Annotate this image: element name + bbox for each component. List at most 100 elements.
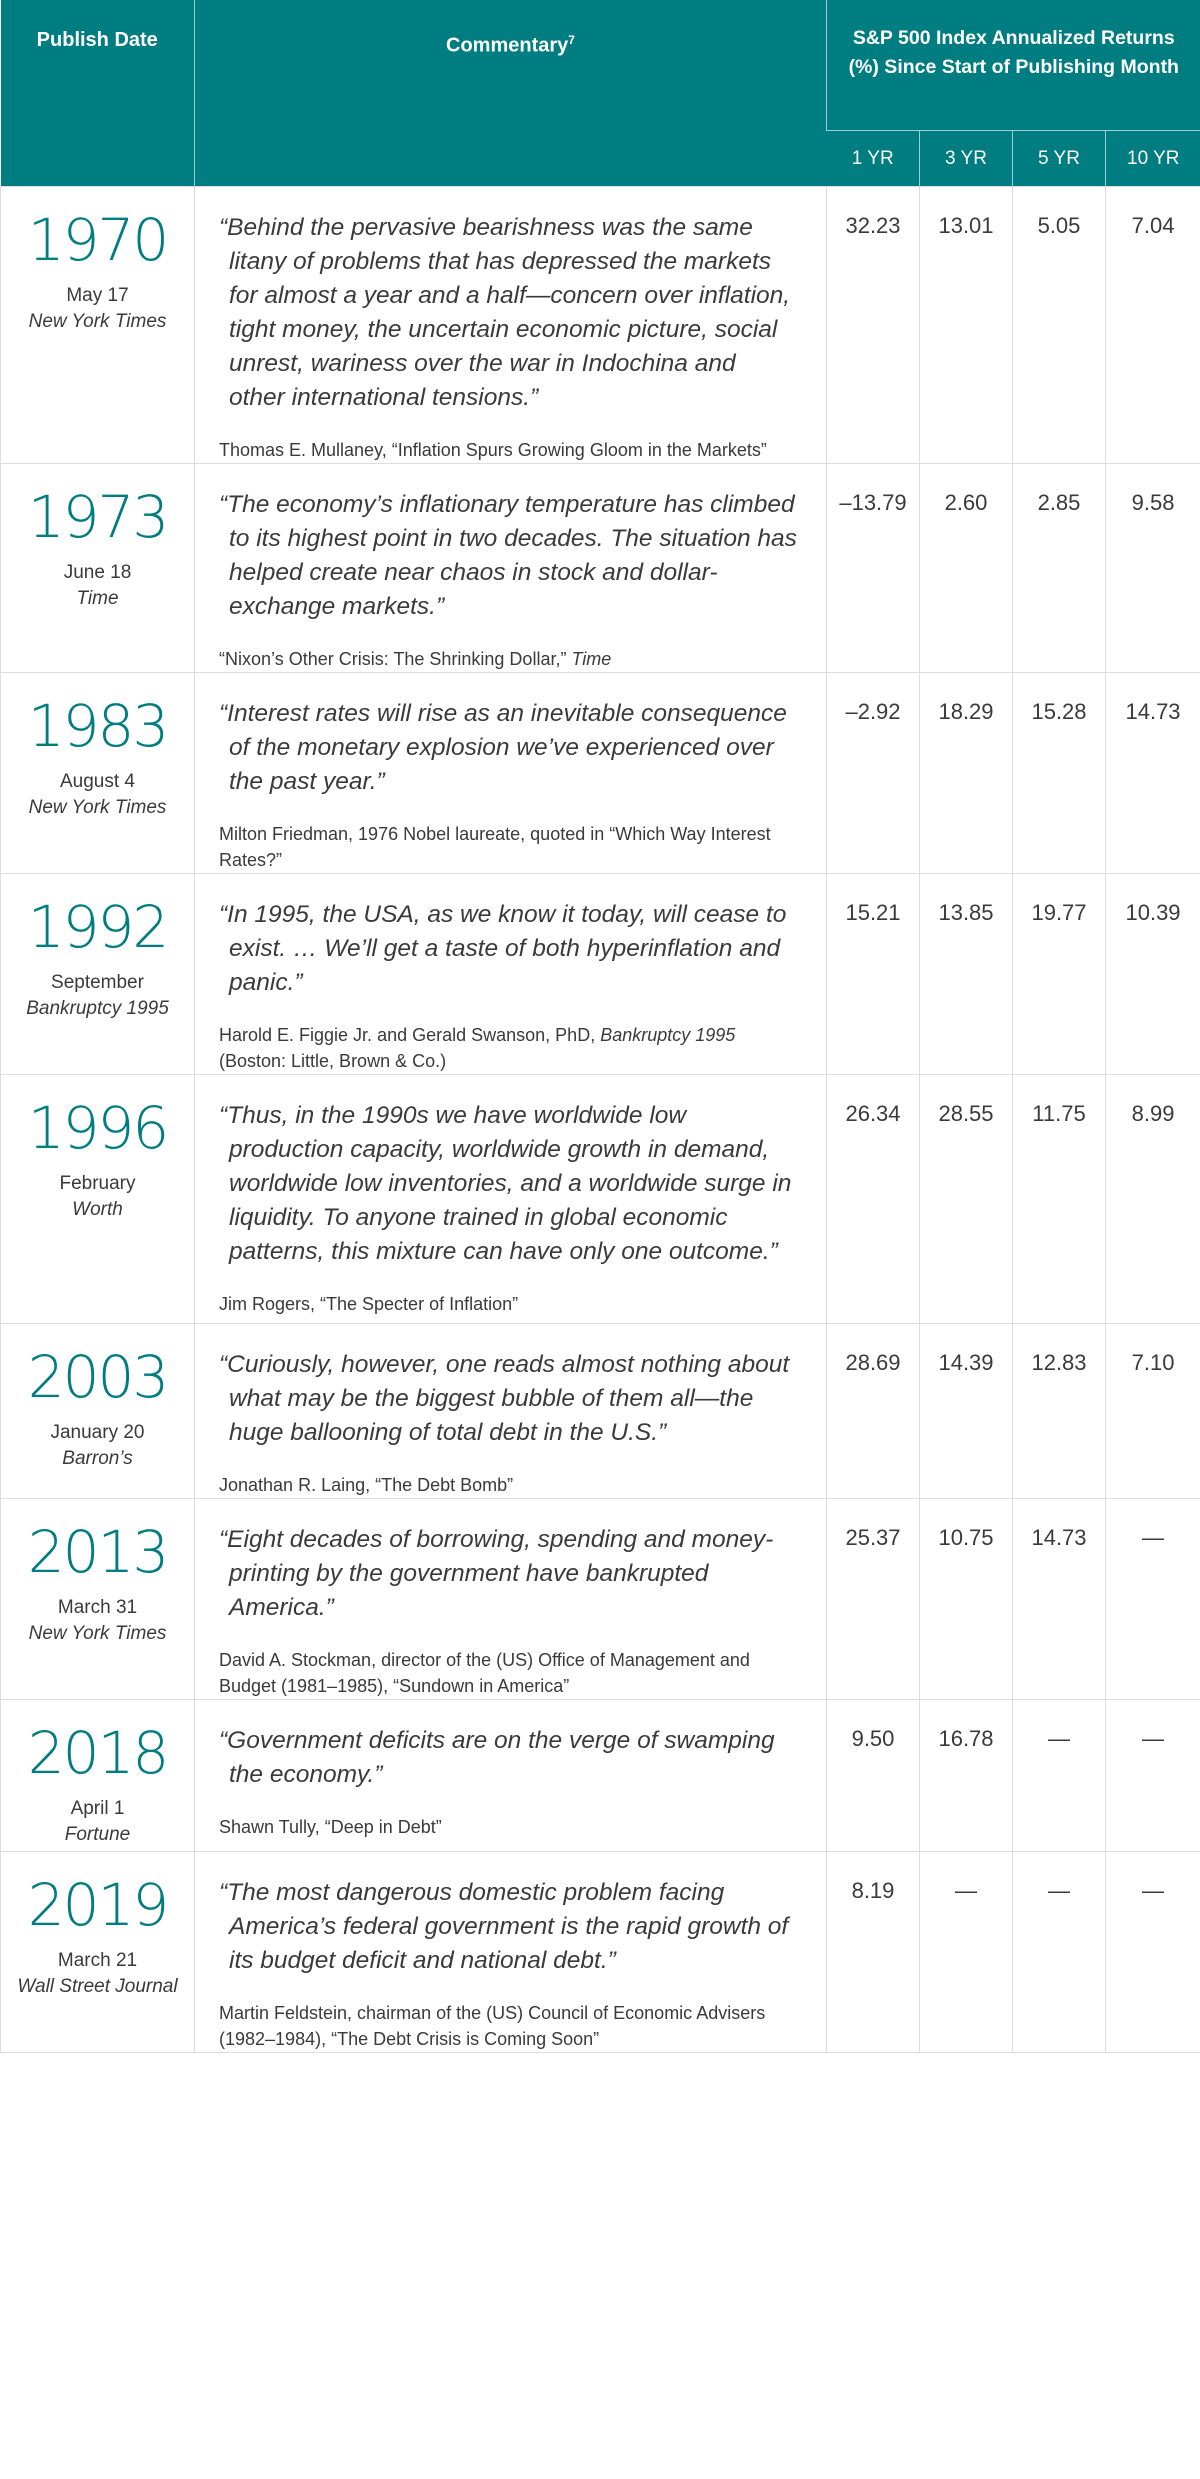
publication-name: Fortune (64, 1824, 131, 1845)
publication-name: Barron’s (62, 1448, 133, 1469)
return-3yr: 13.85 (919, 873, 1013, 1075)
return-3yr: 14.39 (919, 1323, 1013, 1499)
publish-date-cell: 1970 May 17 New York Times (0, 186, 195, 464)
quote-text: “Behind the pervasive bearishness was th… (219, 214, 791, 411)
publish-day: January 20 (50, 1422, 145, 1443)
header-publish-date: Publish Date (0, 0, 195, 187)
return-5yr: 19.77 (1012, 873, 1106, 1075)
return-3yr: 10.75 (919, 1498, 1013, 1700)
commentary-cell: “Behind the pervasive bearishness was th… (194, 186, 827, 464)
header-period-5yr: 5 YR (1012, 130, 1106, 187)
header-period-10yr: 10 YR (1104, 130, 1200, 187)
publication-name: Wall Street Journal (17, 1976, 178, 1997)
commentary-cell: “In 1995, the USA, as we know it today, … (194, 873, 827, 1075)
commentary-cell: “The economy’s inflationary temperature … (194, 463, 827, 673)
publish-date-cell: 2019 March 21 Wall Street Journal (0, 1851, 195, 2053)
return-1yr: –13.79 (826, 463, 920, 673)
publication-name: New York Times (28, 797, 167, 818)
quote-attribution: Jim Rogers, “The Specter of Inflation” (219, 1294, 519, 1314)
publish-year: 1970 (27, 206, 170, 274)
publish-year: 1992 (27, 893, 170, 961)
publish-day: February (59, 1173, 136, 1194)
quote-attribution: Thomas E. Mullaney, “Inflation Spurs Gro… (219, 440, 767, 460)
quote-text: “Thus, in the 1990s we have worldwide lo… (219, 1102, 792, 1265)
return-5yr: 5.05 (1012, 186, 1106, 464)
commentary-cell: “Eight decades of borrowing, spending an… (194, 1498, 827, 1700)
publish-year: 1983 (27, 692, 170, 760)
quote-attribution: Jonathan R. Laing, “The Debt Bomb” (219, 1475, 514, 1495)
commentary-cell: “Thus, in the 1990s we have worldwide lo… (194, 1074, 827, 1324)
table-row: 1983 August 4 New York Times “Interest r… (0, 672, 1200, 874)
return-1yr: 28.69 (826, 1323, 920, 1499)
return-1yr: –2.92 (826, 672, 920, 874)
header-period-3yr: 3 YR (919, 130, 1013, 187)
return-10yr: 9.58 (1104, 463, 1200, 673)
table-row: 2019 March 21 Wall Street Journal “The m… (0, 1851, 1200, 2053)
return-10yr: 8.99 (1104, 1074, 1200, 1324)
publish-year: 1973 (27, 483, 170, 551)
return-5yr: 15.28 (1012, 672, 1106, 874)
publication-name: Worth (72, 1199, 123, 1220)
table-header: Publish Date Commentary7 S&P 500 Index A… (0, 0, 1200, 187)
return-5yr: 14.73 (1012, 1498, 1106, 1700)
quote-text: “Curiously, however, one reads almost no… (219, 1351, 790, 1446)
return-3yr: 13.01 (919, 186, 1013, 464)
commentary-cell: “Government deficits are on the verge of… (194, 1699, 827, 1852)
headlines-returns-table: Publish Date Commentary7 S&P 500 Index A… (0, 0, 1200, 2053)
quote-attribution: Martin Feldstein, chairman of the (US) C… (219, 2003, 766, 2049)
table-row: 1970 May 17 New York Times “Behind the p… (0, 186, 1200, 464)
publish-date-cell: 2013 March 31 New York Times (0, 1498, 195, 1700)
publish-day: August 4 (60, 771, 135, 792)
return-3yr: 28.55 (919, 1074, 1013, 1324)
return-5yr: 11.75 (1012, 1074, 1106, 1324)
publish-year: 1996 (27, 1094, 170, 1162)
commentary-cell: “Curiously, however, one reads almost no… (194, 1323, 827, 1499)
return-10yr: 14.73 (1104, 672, 1200, 874)
commentary-cell: “The most dangerous domestic problem fac… (194, 1851, 827, 2053)
publish-year: 2003 (27, 1343, 170, 1411)
return-5yr: 2.85 (1012, 463, 1106, 673)
quote-attribution: “Nixon’s Other Crisis: The Shrinking Dol… (219, 649, 612, 669)
return-10yr: — (1104, 1851, 1200, 2053)
return-1yr: 26.34 (826, 1074, 920, 1324)
quote-text: “The most dangerous domestic problem fac… (219, 1879, 789, 1974)
publish-day: September (51, 972, 144, 993)
publish-date-cell: 1973 June 18 Time (0, 463, 195, 673)
publish-day: May 17 (66, 285, 129, 306)
table-row: 1973 June 18 Time “The economy’s inflati… (0, 463, 1200, 673)
publish-year: 2019 (27, 1871, 170, 1939)
publish-year: 2018 (27, 1719, 170, 1787)
return-1yr: 15.21 (826, 873, 920, 1075)
publish-year: 2013 (27, 1518, 170, 1586)
publication-name: New York Times (28, 1623, 167, 1644)
table-body: 1970 May 17 New York Times “Behind the p… (0, 186, 1200, 2053)
publish-date-cell: 1992 September Bankruptcy 1995 (0, 873, 195, 1075)
return-1yr: 25.37 (826, 1498, 920, 1700)
quote-text: “Eight decades of borrowing, spending an… (219, 1526, 774, 1621)
return-10yr: — (1104, 1498, 1200, 1700)
quote-text: “Government deficits are on the verge of… (219, 1727, 775, 1788)
return-10yr: — (1104, 1699, 1200, 1852)
return-1yr: 8.19 (826, 1851, 920, 2053)
publish-day: April 1 (70, 1798, 125, 1819)
return-5yr: 12.83 (1012, 1323, 1106, 1499)
return-10yr: 7.10 (1104, 1323, 1200, 1499)
return-3yr: — (919, 1851, 1013, 2053)
header-period-1yr: 1 YR (826, 130, 920, 187)
table-row: 1996 February Worth “Thus, in the 1990s … (0, 1074, 1200, 1324)
return-5yr: — (1012, 1851, 1106, 2053)
quote-text: “The economy’s inflationary temperature … (219, 491, 797, 620)
quote-text: “In 1995, the USA, as we know it today, … (219, 901, 787, 996)
publication-name: New York Times (28, 311, 167, 332)
table-row: 2018 April 1 Fortune “Government deficit… (0, 1699, 1200, 1852)
return-10yr: 7.04 (1104, 186, 1200, 464)
quote-attribution: Harold E. Figgie Jr. and Gerald Swanson,… (219, 1025, 736, 1071)
publish-date-cell: 2003 January 20 Barron’s (0, 1323, 195, 1499)
publish-date-cell: 1996 February Worth (0, 1074, 195, 1324)
return-1yr: 9.50 (826, 1699, 920, 1852)
footnote-marker: 7 (568, 33, 575, 47)
commentary-cell: “Interest rates will rise as an inevitab… (194, 672, 827, 874)
header-returns: S&P 500 Index Annualized Returns (%) Sin… (825, 0, 1200, 131)
return-3yr: 16.78 (919, 1699, 1013, 1852)
header-commentary: Commentary7 (194, 0, 827, 187)
